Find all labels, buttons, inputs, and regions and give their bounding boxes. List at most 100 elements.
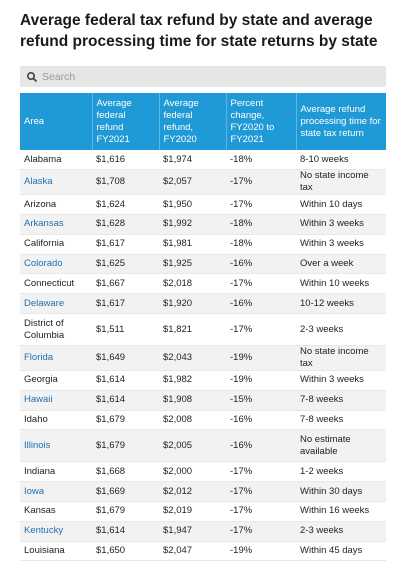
cell-percent-change: -17%	[226, 273, 296, 295]
cell-area: Florida	[20, 345, 92, 372]
cell-percent-change: -17%	[226, 461, 296, 483]
cell-area: Georgia	[20, 370, 92, 391]
cell-refund-2020: $1,821	[159, 313, 226, 347]
cell-processing-time: 7-8 weeks	[296, 410, 386, 431]
cell-processing-time: Within 3 weeks	[296, 370, 386, 391]
cell-processing-time: 2-3 weeks	[296, 521, 386, 542]
cell-area: Iowa	[20, 481, 92, 503]
cell-area: Indiana	[20, 461, 92, 483]
cell-percent-change: -19%	[226, 370, 296, 391]
cell-percent-change: -17%	[226, 501, 296, 522]
cell-area: Arizona	[20, 194, 92, 216]
cell-refund-2021: $1,679	[92, 501, 159, 522]
cell-refund-2020: $2,043	[159, 345, 226, 372]
cell-area: Arkansas	[20, 214, 92, 235]
search-input[interactable]: Search	[20, 66, 386, 87]
column-header-processing-time[interactable]: Average refund processing time for state…	[296, 93, 386, 150]
table-row: Alaska $1,708 $2,057 -17% No state income ta…	[20, 169, 386, 196]
cell-processing-time: No estimate available	[296, 429, 386, 463]
cell-refund-2021: $1,616	[92, 150, 159, 171]
cell-percent-change: -16%	[226, 429, 296, 463]
cell-processing-time: Over a week	[296, 254, 386, 275]
cell-processing-time: Within 16 weeks	[296, 501, 386, 522]
table-row: Connecticut $1,667 $2,018 -17% Within 10 wee…	[20, 273, 386, 295]
cell-refund-2021: $1,667	[92, 273, 159, 295]
table-row: Delaware $1,617 $1,920 -16% 10-12 weeks	[20, 293, 386, 315]
cell-refund-2020: $2,005	[159, 429, 226, 463]
search-icon	[26, 71, 38, 82]
cell-area: Delaware	[20, 293, 92, 315]
cell-processing-time: Within 30 days	[296, 481, 386, 503]
cell-refund-2021: $1,625	[92, 254, 159, 275]
cell-area: Kentucky	[20, 521, 92, 542]
cell-refund-2021: $1,668	[92, 461, 159, 483]
cell-area: Kansas	[20, 501, 92, 522]
cell-area: Idaho	[20, 410, 92, 431]
cell-processing-time: Within 3 weeks	[296, 234, 386, 255]
cell-refund-2021: $1,649	[92, 345, 159, 372]
cell-area: Alaska	[20, 169, 92, 196]
cell-refund-2020: $1,974	[159, 150, 226, 171]
cell-percent-change: -17%	[226, 481, 296, 503]
cell-processing-time: 8-10 weeks	[296, 150, 386, 171]
table-header-row: Area Average federal refund FY2021 Avera…	[20, 93, 386, 150]
table-row: Arkansas $1,628 $1,992 -18% Within 3 weeks	[20, 214, 386, 235]
table-row: Kentucky $1,614 $1,947 -17% 2-3 weeks	[20, 521, 386, 542]
cell-refund-2020: $1,947	[159, 521, 226, 542]
cell-area: Louisiana	[20, 541, 92, 561]
table-row: Iowa $1,669 $2,012 -17% Within 30 days	[20, 481, 386, 503]
cell-area: District of Columbia	[20, 313, 92, 347]
cell-refund-2021: $1,614	[92, 370, 159, 391]
table-row: Colorado $1,625 $1,925 -16% Over a week	[20, 254, 386, 275]
cell-refund-2021: $1,669	[92, 481, 159, 503]
page-title: Average federal tax refund by state and …	[20, 12, 378, 50]
cell-refund-2020: $1,925	[159, 254, 226, 275]
cell-percent-change: -19%	[226, 345, 296, 372]
cell-refund-2021: $1,628	[92, 214, 159, 235]
cell-refund-2020: $2,018	[159, 273, 226, 295]
cell-processing-time: 1-2 weeks	[296, 461, 386, 483]
cell-refund-2021: $1,511	[92, 313, 159, 347]
cell-refund-2020: $1,982	[159, 370, 226, 391]
cell-processing-time: 10-12 weeks	[296, 293, 386, 315]
cell-processing-time: Within 10 weeks	[296, 273, 386, 295]
cell-area: Colorado	[20, 254, 92, 275]
cell-percent-change: -17%	[226, 194, 296, 216]
column-header-refund-2021[interactable]: Average federal refund FY2021	[92, 93, 160, 150]
cell-processing-time: Within 45 days	[296, 541, 386, 561]
cell-refund-2021: $1,617	[92, 293, 159, 315]
cell-percent-change: -19%	[226, 541, 296, 561]
cell-refund-2020: $2,047	[159, 541, 226, 561]
column-header-area[interactable]: Area	[20, 93, 93, 150]
cell-refund-2021: $1,708	[92, 169, 159, 196]
cell-refund-2020: $1,981	[159, 234, 226, 255]
cell-refund-2020: $2,057	[159, 169, 226, 196]
cell-refund-2021: $1,617	[92, 234, 159, 255]
column-header-percent-change[interactable]: Percent change, FY2020 to FY2021	[226, 93, 297, 150]
cell-percent-change: -16%	[226, 293, 296, 315]
cell-percent-change: -15%	[226, 390, 296, 411]
table-row: Indiana $1,668 $2,000 -17% 1-2 weeks	[20, 461, 386, 483]
cell-percent-change: -18%	[226, 150, 296, 171]
cell-refund-2020: $2,012	[159, 481, 226, 503]
column-header-refund-2020[interactable]: Average federal refund, FY2020	[159, 93, 227, 150]
table-row: Louisiana $1,650 $2,047 -19% Within 45 days	[20, 541, 386, 561]
cell-percent-change: -18%	[226, 214, 296, 235]
cell-refund-2020: $1,992	[159, 214, 226, 235]
table-row: Arizona $1,624 $1,950 -17% Within 10 days	[20, 194, 386, 216]
table-row: California $1,617 $1,981 -18% Within 3 weeks	[20, 234, 386, 255]
table-row: Florida $1,649 $2,043 -19% No state income t…	[20, 345, 386, 372]
cell-area: California	[20, 234, 92, 255]
cell-refund-2021: $1,624	[92, 194, 159, 216]
cell-refund-2020: $1,950	[159, 194, 226, 216]
cell-area: Illinois	[20, 429, 92, 463]
cell-refund-2020: $2,019	[159, 501, 226, 522]
cell-percent-change: -17%	[226, 521, 296, 542]
cell-refund-2021: $1,679	[92, 429, 159, 463]
table-row: Kansas $1,679 $2,019 -17% Within 16 weeks	[20, 501, 386, 522]
table-body: Alabama $1,616 $1,974 -18% 8-10 weeks Alaska $…	[20, 150, 386, 561]
cell-percent-change: -18%	[226, 234, 296, 255]
cell-processing-time: No state income tax	[296, 345, 386, 372]
cell-area: Connecticut	[20, 273, 92, 295]
